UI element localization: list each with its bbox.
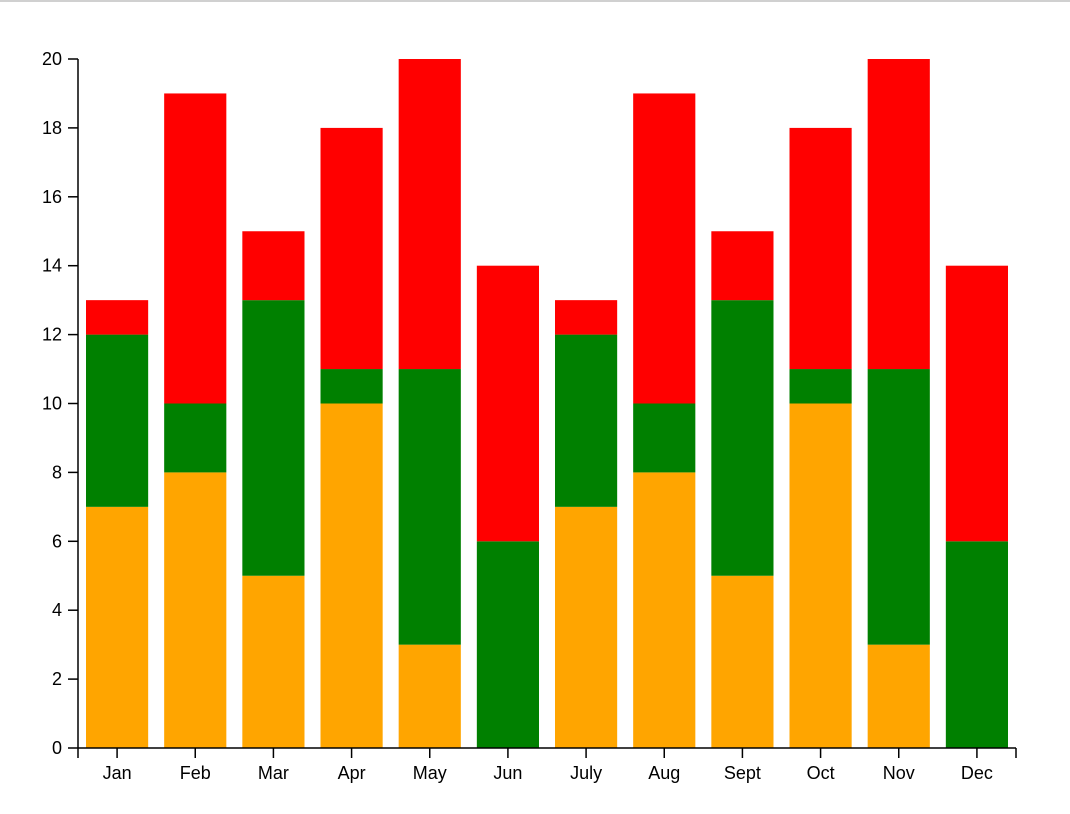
bar-segment-mar-s2: [242, 231, 305, 301]
bar-segment-apr-s2: [320, 127, 383, 370]
bar-segment-jun-s1: [476, 541, 539, 748]
y-tick-label: 0: [52, 738, 62, 758]
bar-segment-dec-s2: [945, 265, 1008, 542]
y-tick-label: 4: [52, 600, 62, 620]
bar-segment-july-s0: [555, 506, 618, 748]
bar-segment-apr-s0: [320, 403, 383, 748]
bar-segment-feb-s1: [164, 403, 227, 473]
bar-segment-jan-s0: [86, 506, 149, 748]
bar-segment-nov-s2: [867, 59, 930, 370]
bar-segment-feb-s0: [164, 472, 227, 748]
y-tick-label: 14: [42, 256, 62, 276]
top-divider: [0, 0, 1070, 2]
bar-segment-nov-s0: [867, 644, 930, 748]
bar-segment-nov-s1: [867, 369, 930, 645]
bar-segment-dec-s1: [945, 541, 1008, 748]
x-tick-label: July: [570, 763, 602, 783]
x-tick-label: Oct: [807, 763, 835, 783]
y-tick-label: 16: [42, 187, 62, 207]
bar-segment-mar-s1: [242, 300, 305, 576]
bar-segment-aug-s2: [633, 93, 696, 404]
bar-segment-jun-s2: [476, 265, 539, 542]
bar-segment-may-s1: [398, 369, 461, 645]
x-tick-label: Jun: [493, 763, 522, 783]
x-tick-label: Aug: [648, 763, 680, 783]
x-tick-label: Dec: [961, 763, 993, 783]
x-tick-label: Nov: [883, 763, 915, 783]
bar-segment-sept-s2: [711, 231, 774, 301]
bar-segment-may-s0: [398, 644, 461, 748]
bar-segment-aug-s0: [633, 472, 696, 748]
y-tick-label: 6: [52, 531, 62, 551]
y-tick-label: 8: [52, 462, 62, 482]
bar-segment-jan-s2: [86, 300, 149, 335]
bar-segment-apr-s1: [320, 369, 383, 404]
y-tick-label: 18: [42, 118, 62, 138]
bar-segment-oct-s2: [789, 127, 852, 370]
x-axis: Jan Feb Mar Apr May Jun July Aug Sept Oct Nov Dec: [77, 747, 1017, 783]
bars-layer: [86, 59, 1008, 748]
x-tick-label: Jan: [103, 763, 132, 783]
x-tick-label: Feb: [180, 763, 211, 783]
x-tick-label: Sept: [724, 763, 761, 783]
y-axis: 0 2 4 6 8 10 12 14 16 18 20: [42, 49, 79, 758]
x-tick-label: Mar: [258, 763, 289, 783]
x-tick-label: May: [413, 763, 447, 783]
bar-segment-aug-s1: [633, 403, 696, 473]
bar-segment-july-s2: [555, 300, 618, 335]
bar-segment-jan-s1: [86, 334, 149, 507]
bar-segment-july-s1: [555, 334, 618, 507]
y-tick-label: 10: [42, 394, 62, 414]
bar-segment-sept-s1: [711, 300, 774, 576]
y-tick-label: 20: [42, 49, 62, 69]
x-tick-label: Apr: [338, 763, 366, 783]
bar-segment-oct-s1: [789, 369, 852, 404]
bar-segment-feb-s2: [164, 93, 227, 404]
bar-segment-mar-s0: [242, 575, 305, 748]
bar-segment-sept-s0: [711, 575, 774, 748]
y-tick-label: 2: [52, 669, 62, 689]
y-tick-label: 12: [42, 325, 62, 345]
bar-segment-oct-s0: [789, 403, 852, 748]
bar-segment-may-s2: [398, 59, 461, 370]
